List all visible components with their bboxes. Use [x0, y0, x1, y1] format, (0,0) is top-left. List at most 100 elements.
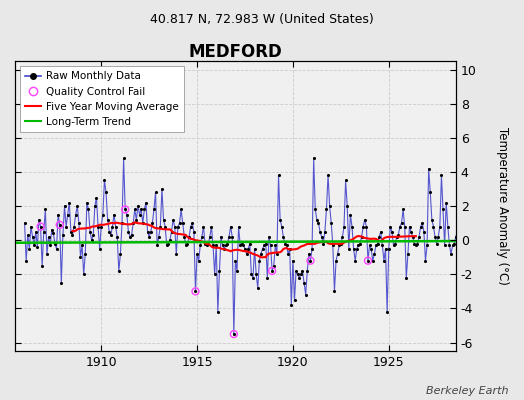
Point [434, 234, 442, 240]
Point [396, 223, 404, 230]
Point [159, 216, 168, 223]
Point [325, 203, 334, 209]
Point [246, 240, 254, 247]
Point [127, 232, 136, 238]
Point [137, 206, 145, 213]
Point [453, 228, 462, 235]
Point [258, 246, 267, 252]
Point [129, 220, 137, 226]
Point [134, 203, 142, 209]
Point [151, 189, 160, 196]
Point [68, 232, 77, 238]
Point [67, 228, 75, 235]
Point [392, 234, 401, 240]
Point [231, 258, 239, 264]
Point [126, 234, 134, 240]
Point [442, 200, 451, 206]
Point [353, 246, 361, 252]
Point [417, 223, 425, 230]
Point [198, 234, 206, 240]
Point [48, 227, 56, 233]
Point [378, 242, 387, 248]
Point [327, 220, 335, 226]
Point [318, 234, 326, 240]
Point [60, 203, 69, 209]
Point [266, 242, 275, 248]
Point [332, 258, 340, 264]
Point [367, 246, 375, 252]
Point [113, 234, 122, 240]
Point [130, 206, 139, 213]
Point [287, 302, 296, 308]
Point [80, 271, 88, 278]
Point [33, 244, 41, 250]
Point [431, 234, 439, 240]
Point [307, 258, 315, 264]
Point [357, 234, 366, 240]
Point [35, 216, 43, 223]
Point [383, 309, 391, 315]
Point [239, 242, 247, 248]
Point [359, 223, 367, 230]
Point [24, 232, 32, 238]
Point [22, 258, 30, 264]
Legend: Raw Monthly Data, Quality Control Fail, Five Year Moving Average, Long-Term Tren: Raw Monthly Data, Quality Control Fail, … [20, 66, 184, 132]
Point [421, 258, 430, 264]
Point [155, 234, 163, 240]
Point [110, 212, 118, 218]
Point [399, 206, 407, 213]
Point [36, 223, 45, 230]
Point [350, 246, 358, 252]
Point [212, 242, 221, 248]
Point [275, 172, 283, 178]
Point [370, 251, 378, 257]
Point [243, 251, 251, 257]
Point [303, 268, 311, 274]
Point [83, 200, 91, 206]
Point [201, 240, 209, 247]
Point [333, 251, 342, 257]
Point [420, 228, 428, 235]
Point [102, 189, 110, 196]
Point [322, 206, 331, 213]
Point [429, 223, 438, 230]
Point [135, 212, 144, 218]
Point [268, 268, 276, 274]
Point [75, 220, 83, 226]
Point [276, 216, 285, 223]
Point [263, 274, 271, 281]
Point [208, 223, 216, 230]
Point [49, 230, 58, 236]
Point [356, 240, 364, 247]
Point [403, 251, 412, 257]
Point [450, 240, 458, 247]
Point [211, 271, 219, 278]
Point [45, 234, 53, 240]
Point [250, 246, 259, 252]
Point [73, 203, 81, 209]
Point [234, 223, 243, 230]
Point [107, 232, 115, 238]
Point [116, 251, 125, 257]
Point [172, 251, 180, 257]
Point [176, 220, 184, 226]
Point [278, 223, 286, 230]
Point [300, 280, 308, 286]
Point [424, 165, 433, 172]
Point [62, 223, 70, 230]
Point [89, 232, 97, 238]
Point [39, 228, 48, 235]
Point [142, 200, 150, 206]
Point [38, 263, 46, 269]
Point [225, 234, 233, 240]
Point [140, 206, 149, 213]
Point [28, 234, 37, 240]
Point [138, 220, 147, 226]
Point [435, 223, 444, 230]
Point [219, 242, 227, 248]
Point [252, 271, 260, 278]
Point [36, 223, 45, 230]
Point [52, 246, 61, 252]
Point [385, 246, 393, 252]
Point [441, 242, 449, 248]
